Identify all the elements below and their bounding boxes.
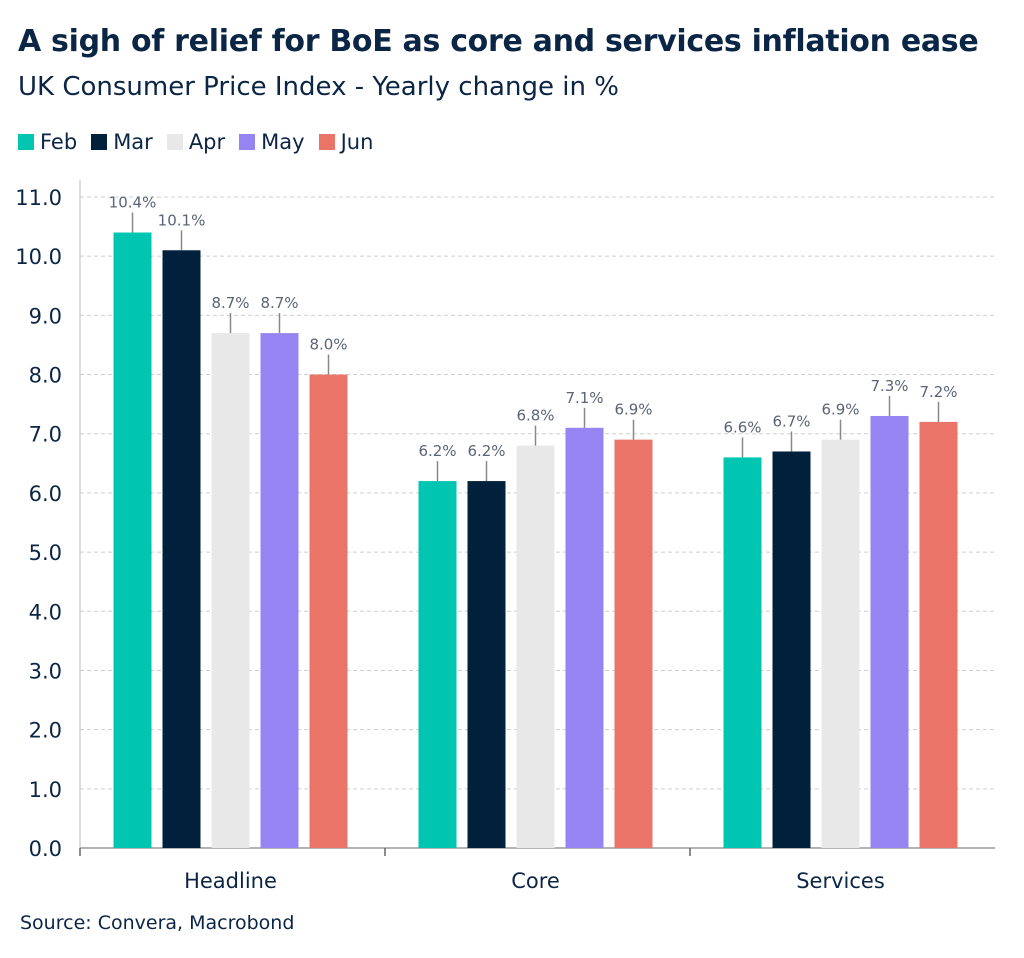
y-tick-label: 0.0: [29, 837, 62, 861]
chart-subtitle: UK Consumer Price Index - Yearly change …: [18, 72, 619, 102]
data-label: 6.6%: [723, 418, 761, 436]
legend-item: Feb: [18, 130, 77, 154]
legend-swatch: [239, 134, 256, 150]
x-tick-label: Headline: [184, 869, 277, 893]
bar-mar: [772, 451, 811, 848]
bar-may: [870, 415, 909, 848]
bar-jun: [614, 439, 653, 848]
y-tick-label: 3.0: [29, 659, 62, 683]
bar-jun: [309, 374, 348, 848]
legend-label: Feb: [40, 130, 78, 154]
y-tick-label: 6.0: [29, 482, 62, 506]
legend-item: Mar: [91, 130, 153, 154]
legend-label: Jun: [340, 130, 374, 154]
legend-label: Mar: [113, 130, 153, 154]
y-tick-label: 4.0: [29, 600, 62, 624]
data-label: 8.7%: [260, 294, 298, 312]
legend-label: Apr: [188, 130, 226, 154]
y-tick-label: 1.0: [29, 778, 62, 802]
bar-jun: [919, 421, 958, 848]
legend-item: Apr: [166, 130, 226, 154]
data-label: 6.2%: [467, 442, 505, 460]
legend-swatch: [318, 134, 335, 150]
y-tick-label: 8.0: [29, 364, 62, 388]
bar-may: [260, 333, 299, 849]
legend-item: May: [239, 130, 305, 154]
data-label: 6.9%: [614, 401, 652, 419]
bar-apr: [821, 439, 860, 848]
bar-apr: [211, 333, 250, 849]
bar-feb: [723, 457, 762, 848]
chart-title: A sigh of relief for BoE as core and ser…: [18, 24, 979, 59]
data-label: 7.3%: [870, 377, 908, 395]
y-tick-label: 2.0: [29, 719, 62, 743]
data-label: 6.2%: [418, 442, 456, 460]
legend-swatch: [91, 134, 108, 150]
legend-swatch: [18, 134, 34, 150]
legend-swatch: [166, 134, 183, 150]
bar-feb: [113, 232, 152, 848]
source-note: Source: Convera, Macrobond: [20, 912, 295, 934]
data-label: 6.8%: [516, 407, 554, 425]
bar-mar: [467, 481, 506, 848]
data-label: 6.9%: [821, 401, 859, 419]
data-label: 10.1%: [158, 211, 206, 229]
data-label: 7.1%: [565, 389, 603, 407]
y-tick-label: 10.0: [15, 245, 62, 269]
y-tick-label: 11.0: [15, 186, 62, 210]
y-tick-label: 7.0: [29, 423, 62, 447]
data-label: 8.7%: [211, 294, 249, 312]
data-label: 6.7%: [772, 412, 810, 430]
legend: Feb Mar Apr May Jun: [18, 130, 373, 154]
data-label: 7.2%: [919, 383, 957, 401]
x-tick-label: Core: [511, 869, 560, 893]
bar-feb: [418, 481, 457, 848]
legend-label: May: [261, 130, 305, 154]
legend-item: Jun: [318, 130, 374, 154]
y-tick-label: 9.0: [29, 304, 62, 328]
x-tick-label: Services: [796, 869, 885, 893]
bar-mar: [162, 250, 201, 848]
bar-may: [565, 427, 604, 848]
bar-apr: [516, 445, 555, 848]
data-label: 10.4%: [109, 194, 157, 212]
data-label: 8.0%: [309, 336, 347, 354]
y-tick-label: 5.0: [29, 541, 62, 565]
